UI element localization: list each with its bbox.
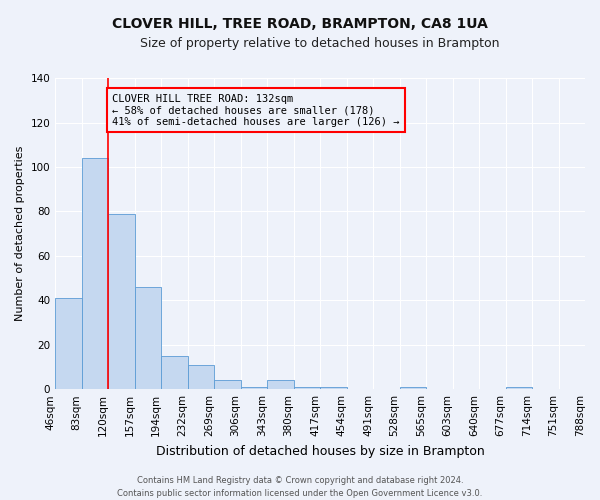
Bar <box>214 380 241 389</box>
Bar <box>320 387 347 389</box>
Bar <box>108 214 134 389</box>
Bar <box>293 387 320 389</box>
Bar <box>82 158 108 389</box>
Bar <box>267 380 293 389</box>
Title: Size of property relative to detached houses in Brampton: Size of property relative to detached ho… <box>140 38 500 51</box>
Text: CLOVER HILL, TREE ROAD, BRAMPTON, CA8 1UA: CLOVER HILL, TREE ROAD, BRAMPTON, CA8 1U… <box>112 18 488 32</box>
Text: Contains HM Land Registry data © Crown copyright and database right 2024.
Contai: Contains HM Land Registry data © Crown c… <box>118 476 482 498</box>
Bar <box>241 387 267 389</box>
X-axis label: Distribution of detached houses by size in Brampton: Distribution of detached houses by size … <box>156 444 484 458</box>
Bar <box>134 287 161 389</box>
Y-axis label: Number of detached properties: Number of detached properties <box>15 146 25 322</box>
Text: CLOVER HILL TREE ROAD: 132sqm
← 58% of detached houses are smaller (178)
41% of : CLOVER HILL TREE ROAD: 132sqm ← 58% of d… <box>112 94 400 127</box>
Bar <box>188 364 214 389</box>
Bar <box>400 387 426 389</box>
Bar <box>55 298 82 389</box>
Bar <box>506 387 532 389</box>
Bar <box>161 356 188 389</box>
